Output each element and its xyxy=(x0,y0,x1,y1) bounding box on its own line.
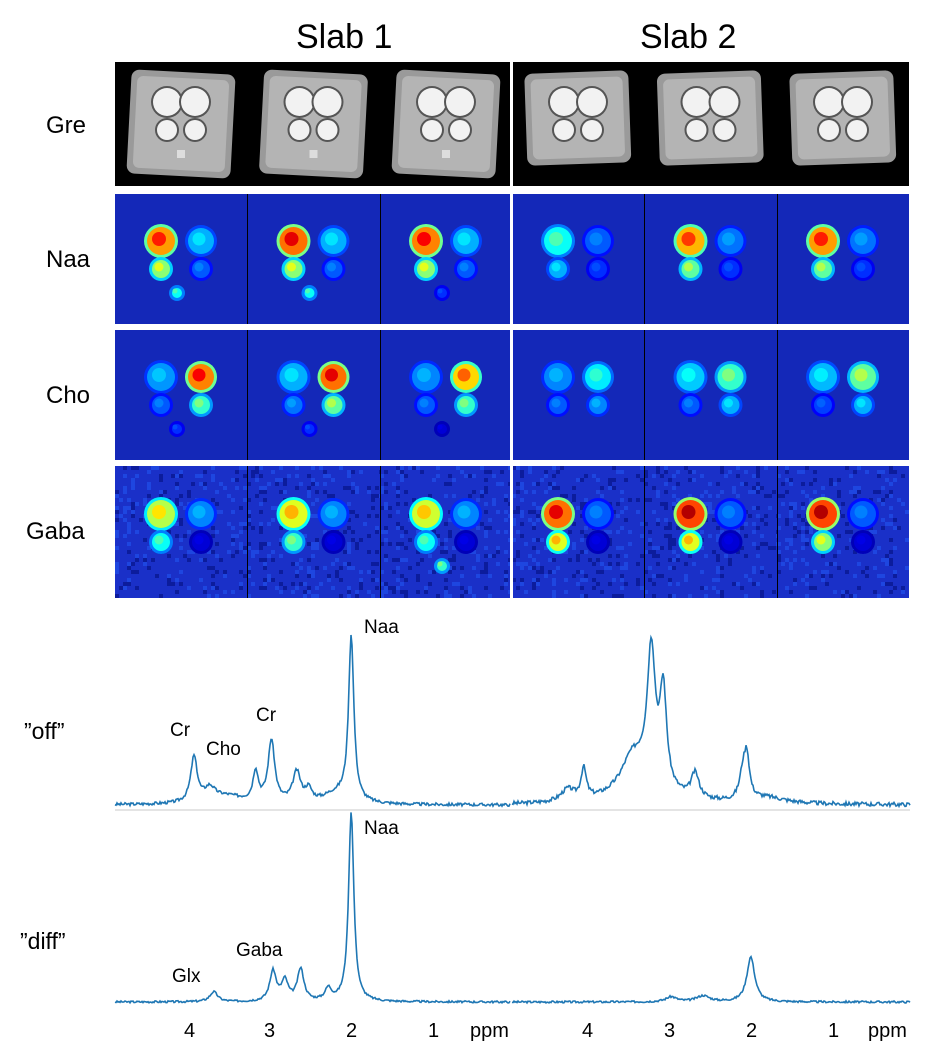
peak-label-naa-off: Naa xyxy=(364,617,399,638)
tick-3-right: 3 xyxy=(664,1020,676,1042)
tile-cho-1 xyxy=(115,330,247,460)
diff-spectrum-slab1 xyxy=(114,812,511,1005)
tile-naa-2 xyxy=(247,194,380,324)
off-label: ”off” xyxy=(24,718,65,744)
peak-label-glx: Glx xyxy=(172,966,201,987)
unit-left: ppm xyxy=(470,1020,509,1042)
tile-divider xyxy=(247,194,248,324)
tile-gre-4 xyxy=(512,62,644,186)
row-label-gre: Gre xyxy=(46,112,87,139)
slab-separator xyxy=(510,62,513,598)
tile-cho-6 xyxy=(777,330,909,460)
tick-4-right: 4 xyxy=(582,1020,594,1042)
row-label-cho: Cho xyxy=(46,382,91,409)
tile-divider xyxy=(644,466,645,598)
peak-label-naa-diff: Naa xyxy=(364,818,399,839)
tile-gre-1 xyxy=(115,62,247,186)
tile-cho-2 xyxy=(247,330,380,460)
image-grid xyxy=(115,62,909,598)
tile-naa-1 xyxy=(115,194,247,324)
tile-divider xyxy=(644,194,645,324)
tile-cho-4 xyxy=(512,330,644,460)
unit-right: ppm xyxy=(868,1020,907,1042)
peak-label-cr-2: Cr xyxy=(256,705,277,726)
tile-divider xyxy=(644,330,645,460)
off-spectrum-slab2 xyxy=(511,634,911,809)
tile-divider xyxy=(777,330,778,460)
tick-3-left: 3 xyxy=(264,1020,276,1042)
tile-gre-6 xyxy=(777,62,909,186)
tile-divider xyxy=(247,330,248,460)
diff-spectrum-slab2 xyxy=(511,955,911,1005)
tile-naa-4 xyxy=(512,194,644,324)
off-spectrum-slab1 xyxy=(114,634,511,808)
slab-1-title: Slab 1 xyxy=(296,18,393,56)
row-label-naa: Naa xyxy=(46,246,91,273)
tile-divider xyxy=(380,330,381,460)
tick-1-right: 1 xyxy=(828,1020,840,1042)
tile-divider xyxy=(380,466,381,598)
tile-naa-5 xyxy=(644,194,777,324)
tile-divider xyxy=(380,194,381,324)
peak-label-cho: Cho xyxy=(206,739,241,760)
tick-2-right: 2 xyxy=(746,1020,758,1042)
tile-gaba-5 xyxy=(644,466,777,598)
tile-cho-5 xyxy=(644,330,777,460)
spectra-plot xyxy=(114,634,911,1005)
tick-4-left: 4 xyxy=(184,1020,196,1042)
tile-cho-3 xyxy=(380,330,512,460)
tile-gaba-4 xyxy=(512,466,644,598)
tile-divider xyxy=(247,466,248,598)
peak-label-gaba: Gaba xyxy=(236,940,283,961)
peak-label-cr-1: Cr xyxy=(170,720,191,741)
tile-gaba-6 xyxy=(777,466,909,598)
tile-gre-5 xyxy=(644,62,777,186)
row-label-gaba: Gaba xyxy=(26,518,85,545)
tick-1-left: 1 xyxy=(428,1020,440,1042)
tile-gaba-3 xyxy=(380,466,512,598)
tile-gre-2 xyxy=(247,62,380,186)
tile-divider xyxy=(777,194,778,324)
tile-gre-3 xyxy=(380,62,512,186)
tile-naa-6 xyxy=(777,194,909,324)
diff-label: ”diff” xyxy=(20,928,66,954)
tile-gaba-2 xyxy=(247,466,380,598)
slab-2-title: Slab 2 xyxy=(640,18,737,56)
tile-gaba-1 xyxy=(115,466,247,598)
tile-naa-3 xyxy=(380,194,512,324)
tile-divider xyxy=(777,466,778,598)
tick-2-left: 2 xyxy=(346,1020,358,1042)
